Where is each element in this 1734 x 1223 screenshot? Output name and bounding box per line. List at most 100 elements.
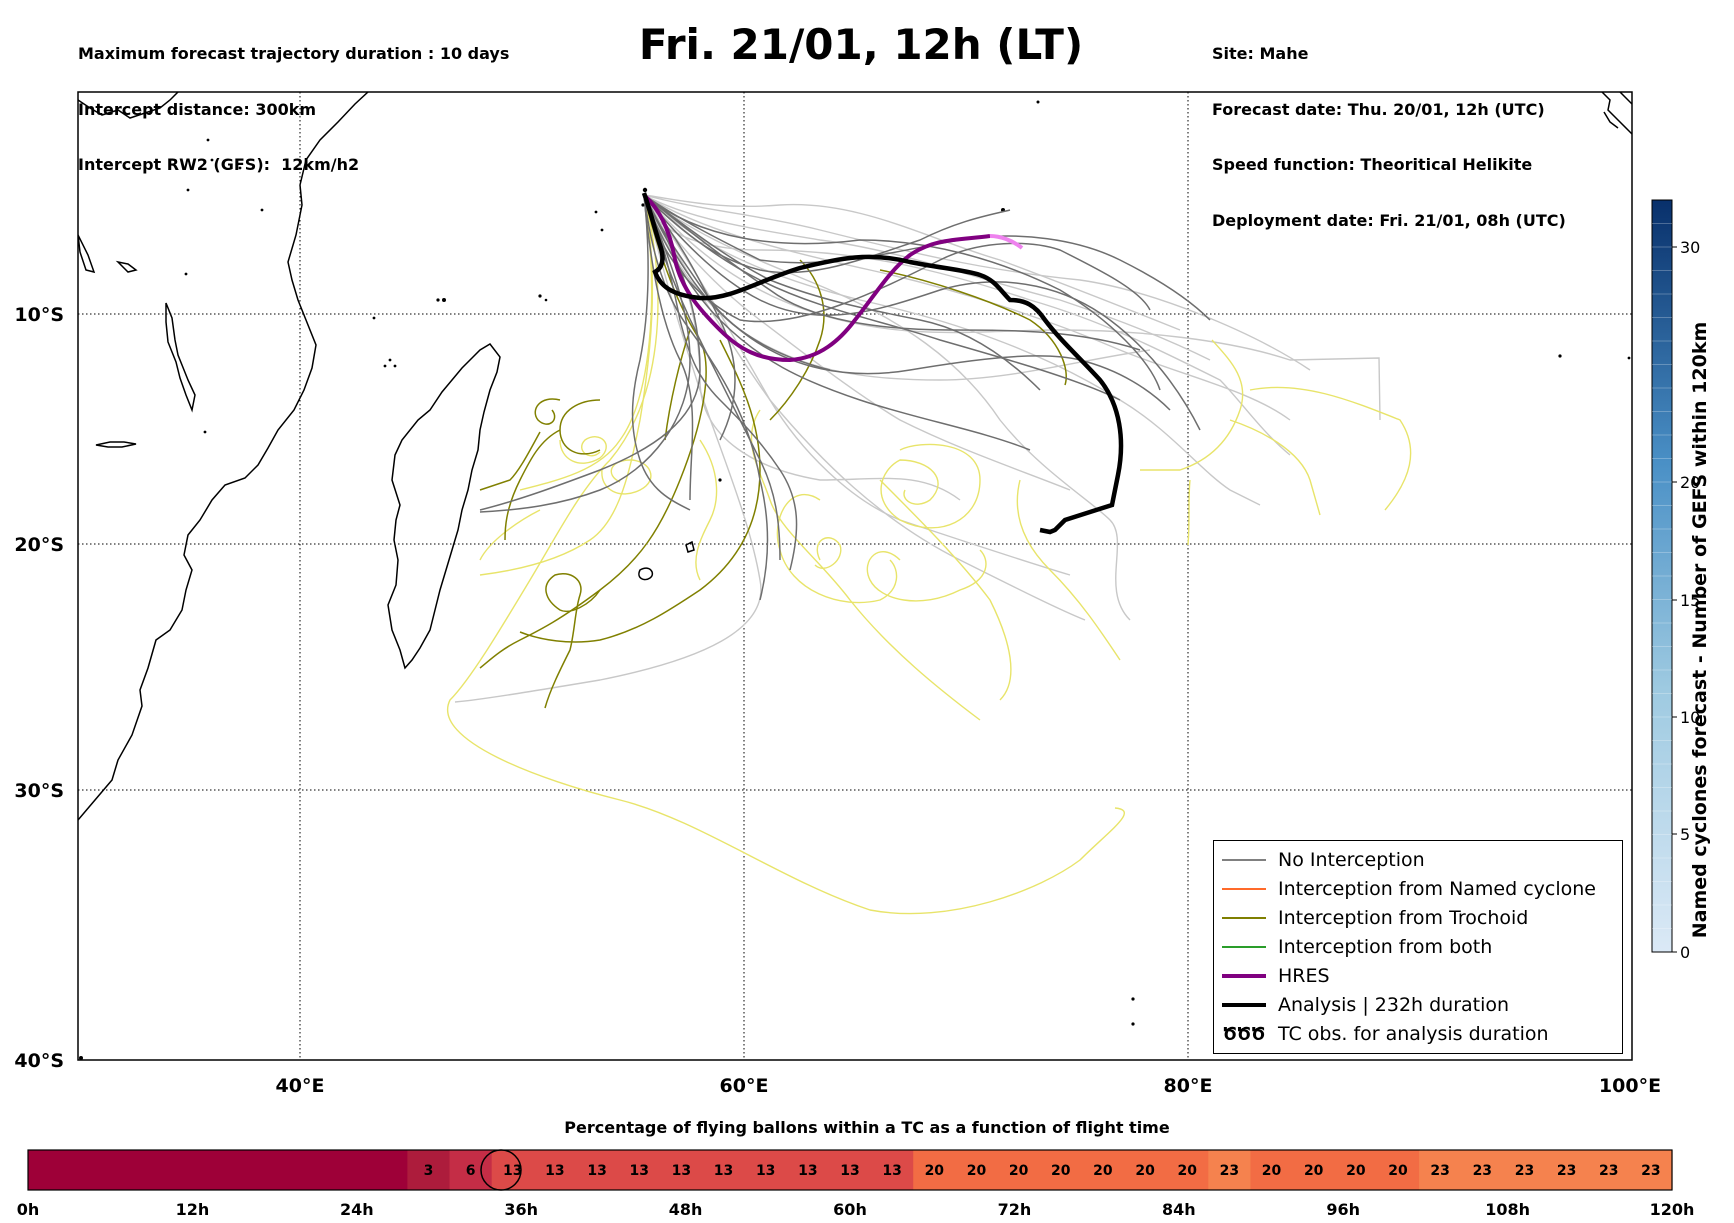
legend-label: HRES bbox=[1278, 965, 1330, 987]
legend-label: Interception from Named cyclone bbox=[1278, 878, 1596, 900]
time-cell bbox=[1124, 1150, 1167, 1190]
legend-item: Interception from Trochoid bbox=[1222, 905, 1528, 931]
time-cell bbox=[1419, 1150, 1462, 1190]
hour-label: 48h bbox=[669, 1200, 703, 1219]
time-cell-value: 23 bbox=[1641, 1163, 1660, 1179]
hres-trajectory bbox=[643, 194, 991, 363]
hour-label: 84h bbox=[1162, 1200, 1196, 1219]
time-cell-value: 13 bbox=[503, 1163, 522, 1179]
time-cell-value: 23 bbox=[1473, 1163, 1492, 1179]
colorbar-tick: 0 bbox=[1680, 943, 1690, 962]
param-line: Maximum forecast trajectory duration : 1… bbox=[78, 44, 510, 63]
time-cell bbox=[618, 1150, 661, 1190]
forecast-parameters: Maximum forecast trajectory duration : 1… bbox=[78, 8, 509, 193]
time-cell bbox=[1587, 1150, 1631, 1190]
legend-swatch bbox=[1222, 946, 1266, 948]
lon-label: 40°E bbox=[276, 1075, 325, 1097]
map-axis-labels: 40°E 60°E 80°E 100°E 10°S 20°S 30°S 40°S bbox=[14, 304, 1661, 1097]
time-cell bbox=[154, 1150, 198, 1190]
colorbar-label: Named cyclones forecast - Number of GEFS… bbox=[1689, 321, 1711, 939]
coastline bbox=[78, 92, 1632, 821]
colorbar-tick: 5 bbox=[1680, 825, 1690, 844]
time-cell-value: 20 bbox=[1388, 1163, 1408, 1179]
legend-swatch bbox=[1222, 974, 1266, 978]
colorbar-tick: 20 bbox=[1680, 473, 1700, 492]
lon-label: 100°E bbox=[1599, 1075, 1661, 1097]
time-cell-value: 6 bbox=[466, 1163, 476, 1179]
info-line: Site: Mahe bbox=[1212, 44, 1309, 63]
colorbar-tick: 30 bbox=[1680, 238, 1700, 257]
param-line: Intercept RW2 (GFS): 12km/h2 bbox=[78, 155, 360, 174]
time-cell bbox=[913, 1150, 956, 1190]
time-cell bbox=[1376, 1150, 1420, 1190]
time-cell bbox=[828, 1150, 872, 1190]
trajectories-trochoid-light bbox=[447, 194, 1412, 915]
time-cell-value: 23 bbox=[1430, 1163, 1449, 1179]
time-cell bbox=[871, 1150, 914, 1190]
legend-label: TC obs. for analysis duration bbox=[1278, 1023, 1549, 1045]
lat-label: 30°S bbox=[14, 780, 64, 802]
time-cell bbox=[1461, 1150, 1504, 1190]
hour-label: 24h bbox=[340, 1200, 374, 1219]
colorbar-tick: 15 bbox=[1680, 591, 1700, 610]
legend-item: HRES bbox=[1222, 963, 1330, 989]
hres-trajectory-end bbox=[989, 234, 1024, 250]
time-cell-value: 13 bbox=[840, 1163, 859, 1179]
time-cell-value: 20 bbox=[1304, 1163, 1324, 1179]
lon-label: 80°E bbox=[1164, 1075, 1213, 1097]
hour-label: 72h bbox=[998, 1200, 1032, 1219]
time-cell bbox=[491, 1150, 535, 1190]
time-cell bbox=[365, 1150, 408, 1190]
time-cell-value: 13 bbox=[672, 1163, 691, 1179]
map-legend: No Interception Interception from Named c… bbox=[1213, 840, 1623, 1054]
time-cell-value: 23 bbox=[1599, 1163, 1618, 1179]
time-cell bbox=[533, 1150, 577, 1190]
time-cell bbox=[1292, 1150, 1336, 1190]
time-cell bbox=[955, 1150, 999, 1190]
legend-item: Analysis | 232h duration bbox=[1222, 992, 1509, 1018]
time-cell-value: 13 bbox=[714, 1163, 733, 1179]
time-cell-value: 3 bbox=[424, 1163, 434, 1179]
time-cell-value: 13 bbox=[882, 1163, 901, 1179]
hour-label: 12h bbox=[176, 1200, 210, 1219]
current-time-marker bbox=[480, 1149, 522, 1191]
time-cell bbox=[1503, 1150, 1547, 1190]
legend-swatch bbox=[1222, 859, 1266, 861]
time-cell bbox=[1039, 1150, 1083, 1190]
time-cell-value: 20 bbox=[1177, 1163, 1197, 1179]
time-cell-value: 20 bbox=[967, 1163, 987, 1179]
time-cell-value: 20 bbox=[925, 1163, 945, 1179]
deployment-info: Site: Mahe Forecast date: Thu. 20/01, 12… bbox=[1212, 8, 1566, 249]
legend-label: Interception from both bbox=[1278, 936, 1493, 958]
info-line: Deployment date: Fri. 21/01, 08h (UTC) bbox=[1212, 210, 1566, 230]
time-cell-value: 13 bbox=[756, 1163, 775, 1179]
hour-label: 108h bbox=[1485, 1200, 1530, 1219]
time-cell bbox=[1334, 1150, 1378, 1190]
time-cell bbox=[196, 1150, 240, 1190]
hour-label: 96h bbox=[1326, 1200, 1360, 1219]
legend-item: Interception from both bbox=[1222, 934, 1492, 960]
time-bar-title: Percentage of flying ballons within a TC… bbox=[564, 1118, 1170, 1137]
time-cell-value: 13 bbox=[798, 1163, 817, 1179]
lat-label: 10°S bbox=[14, 304, 64, 326]
time-cell bbox=[1250, 1150, 1294, 1190]
legend-label: Analysis | 232h duration bbox=[1278, 994, 1510, 1016]
time-cell bbox=[112, 1150, 156, 1190]
time-cell-value: 23 bbox=[1220, 1163, 1239, 1179]
time-cell bbox=[1081, 1150, 1125, 1190]
time-cell bbox=[323, 1150, 366, 1190]
legend-item: No Interception bbox=[1222, 847, 1425, 873]
colorbar-tick: 10 bbox=[1680, 708, 1700, 727]
time-cell-value: 13 bbox=[587, 1163, 606, 1179]
lat-label: 40°S bbox=[14, 1050, 64, 1072]
map-frame bbox=[77, 91, 1633, 1061]
time-cell bbox=[1208, 1150, 1252, 1190]
time-cell-value: 23 bbox=[1557, 1163, 1576, 1179]
lat-label: 20°S bbox=[14, 534, 64, 556]
legend-label: No Interception bbox=[1278, 849, 1425, 871]
hour-label: 36h bbox=[504, 1200, 538, 1219]
hour-label: 60h bbox=[833, 1200, 867, 1219]
time-cell bbox=[786, 1150, 830, 1190]
time-cell-value: 20 bbox=[1051, 1163, 1071, 1179]
